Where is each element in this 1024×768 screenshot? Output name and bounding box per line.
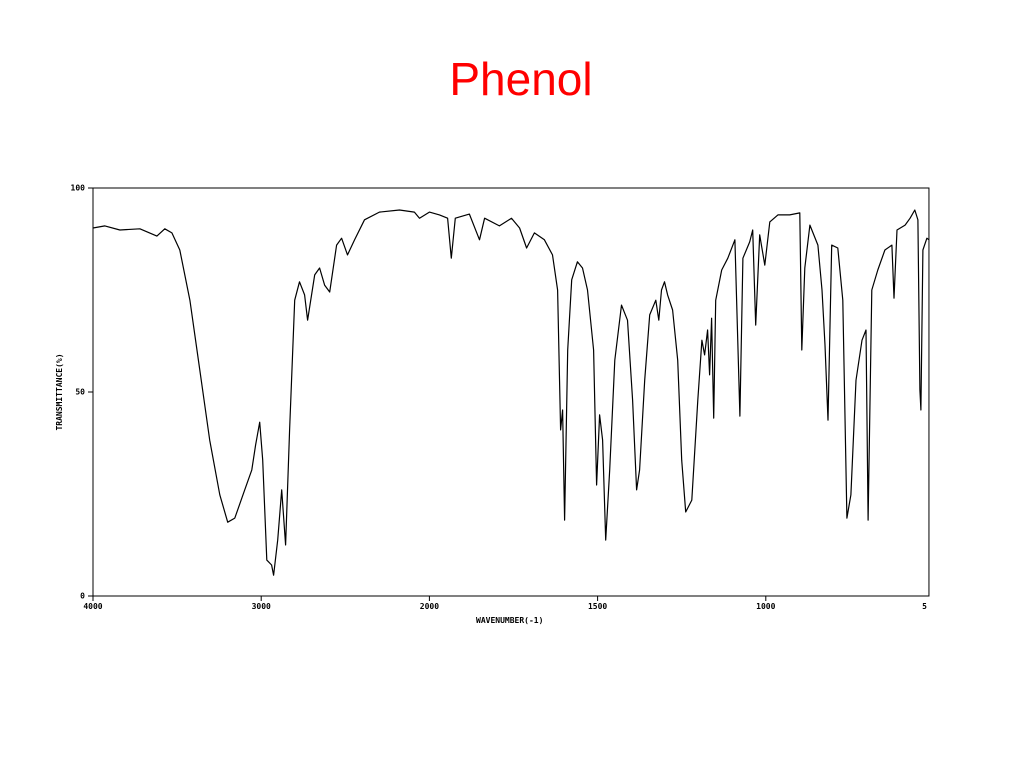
x-tick-label: 2000 [420, 602, 439, 611]
x-axis-label: WAVENUMBER(-1) [476, 616, 543, 625]
x-tick-label: 3000 [252, 602, 271, 611]
y-tick-label: 100 [71, 184, 86, 193]
y-axis-label: TRANSMITTANCE(%) [55, 353, 64, 430]
x-tick-label: 1500 [588, 602, 607, 611]
y-tick-label: 0 [80, 592, 85, 601]
x-tick-label: 1000 [756, 602, 775, 611]
y-tick-label: 50 [75, 388, 85, 397]
plot-frame [92, 187, 930, 597]
x-tick-label: 5 [922, 602, 927, 611]
spectrum-line [92, 209, 930, 576]
x-tick-label: 4000 [83, 602, 102, 611]
chart-title: Phenol [449, 53, 592, 105]
